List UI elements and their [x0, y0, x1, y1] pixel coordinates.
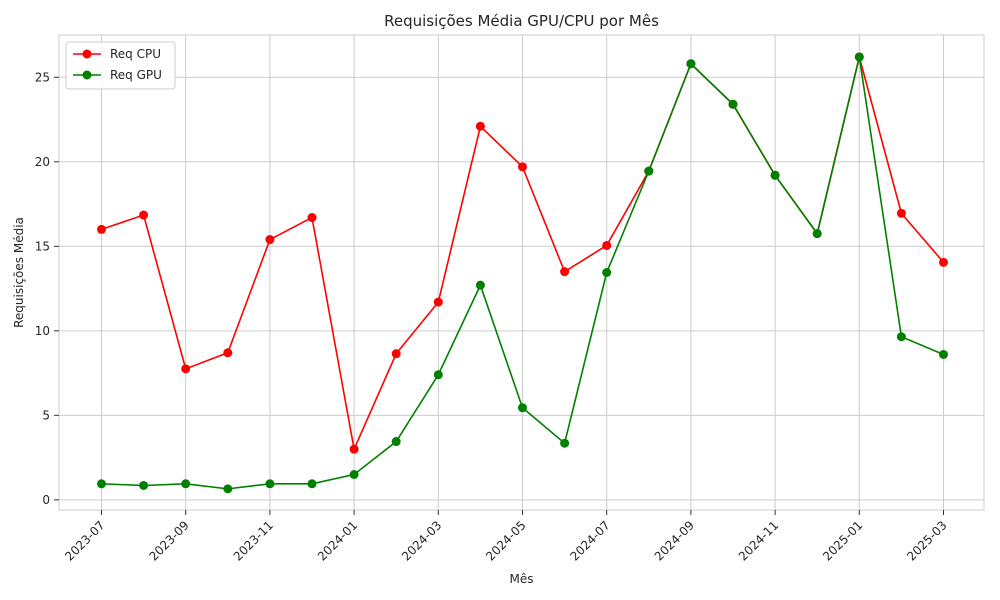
- series-layer: [97, 52, 948, 494]
- legend-marker-req-cpu: [82, 49, 92, 59]
- x-tick-label: 2024-01: [315, 518, 360, 563]
- data-point-req-gpu: [644, 166, 654, 176]
- data-point-req-gpu: [896, 332, 906, 342]
- x-tick-label: 2023-11: [231, 518, 276, 563]
- data-point-req-gpu: [686, 59, 696, 69]
- data-point-req-cpu: [97, 224, 106, 234]
- data-point-req-gpu: [939, 349, 948, 359]
- x-tick-label: 2023-09: [146, 518, 191, 563]
- x-axis-label: Mês: [510, 572, 534, 586]
- data-point-req-gpu: [854, 52, 864, 62]
- data-point-req-cpu: [139, 210, 149, 220]
- y-tick-label: 20: [35, 155, 50, 169]
- data-point-req-cpu: [560, 267, 570, 277]
- data-point-req-gpu: [223, 484, 233, 494]
- data-point-req-cpu: [896, 208, 906, 218]
- data-point-req-cpu: [433, 297, 443, 307]
- data-point-req-cpu: [518, 162, 527, 172]
- y-axis-label: Requisições Média: [12, 217, 26, 328]
- data-point-req-gpu: [307, 479, 317, 489]
- series-req-gpu: [97, 52, 948, 494]
- x-tick-label: 2024-11: [736, 518, 781, 563]
- legend-label-req-cpu: Req CPU: [110, 47, 161, 61]
- data-point-req-gpu: [770, 170, 780, 180]
- y-tick-label: 10: [35, 324, 50, 338]
- y-tick-label: 5: [42, 408, 50, 422]
- x-tick-label: 2024-07: [567, 518, 612, 563]
- data-point-req-cpu: [602, 240, 612, 250]
- data-point-req-cpu: [939, 257, 948, 267]
- data-point-req-gpu: [97, 479, 106, 489]
- y-axis-ticks: 0 5 10 15 20 25: [35, 70, 59, 507]
- y-tick-label: 15: [35, 239, 50, 253]
- x-axis-ticks: 2023-07 2023-09 2023-11 2024-01 2024-03 2024-…: [62, 510, 950, 564]
- x-tick-label: 2023-07: [62, 518, 107, 563]
- data-point-req-cpu: [307, 213, 317, 223]
- data-point-req-cpu: [223, 348, 233, 358]
- data-point-req-gpu: [812, 229, 822, 239]
- chart-title: Requisições Média GPU/CPU por Mês: [384, 12, 659, 30]
- plot-area: [58, 34, 985, 511]
- data-point-req-cpu: [181, 364, 191, 374]
- data-point-req-gpu: [349, 470, 359, 480]
- data-point-req-gpu: [475, 280, 485, 290]
- x-tick-label: 2024-03: [399, 518, 444, 563]
- x-tick-label: 2025-01: [820, 518, 865, 563]
- data-point-req-gpu: [433, 370, 443, 380]
- legend-label-req-gpu: Req GPU: [110, 68, 162, 82]
- data-point-req-cpu: [349, 444, 359, 454]
- legend: Req CPU Req GPU: [65, 41, 176, 90]
- data-point-req-cpu: [475, 121, 485, 131]
- y-tick-label: 0: [42, 493, 50, 507]
- data-point-req-gpu: [518, 403, 527, 413]
- x-tick-label: 2025-03: [904, 518, 949, 563]
- x-tick-label: 2024-05: [483, 518, 528, 563]
- data-point-req-gpu: [139, 480, 149, 490]
- data-point-req-gpu: [265, 479, 275, 489]
- data-point-req-gpu: [391, 437, 401, 447]
- data-point-req-gpu: [181, 479, 191, 489]
- data-point-req-cpu: [265, 235, 275, 245]
- y-tick-label: 25: [35, 70, 50, 84]
- data-point-req-gpu: [728, 99, 738, 109]
- data-point-req-cpu: [391, 349, 401, 359]
- legend-marker-req-gpu: [82, 70, 92, 80]
- x-tick-label: 2024-09: [652, 518, 697, 563]
- data-point-req-gpu: [602, 268, 612, 277]
- data-point-req-gpu: [560, 438, 570, 448]
- grid-lines: [59, 35, 984, 510]
